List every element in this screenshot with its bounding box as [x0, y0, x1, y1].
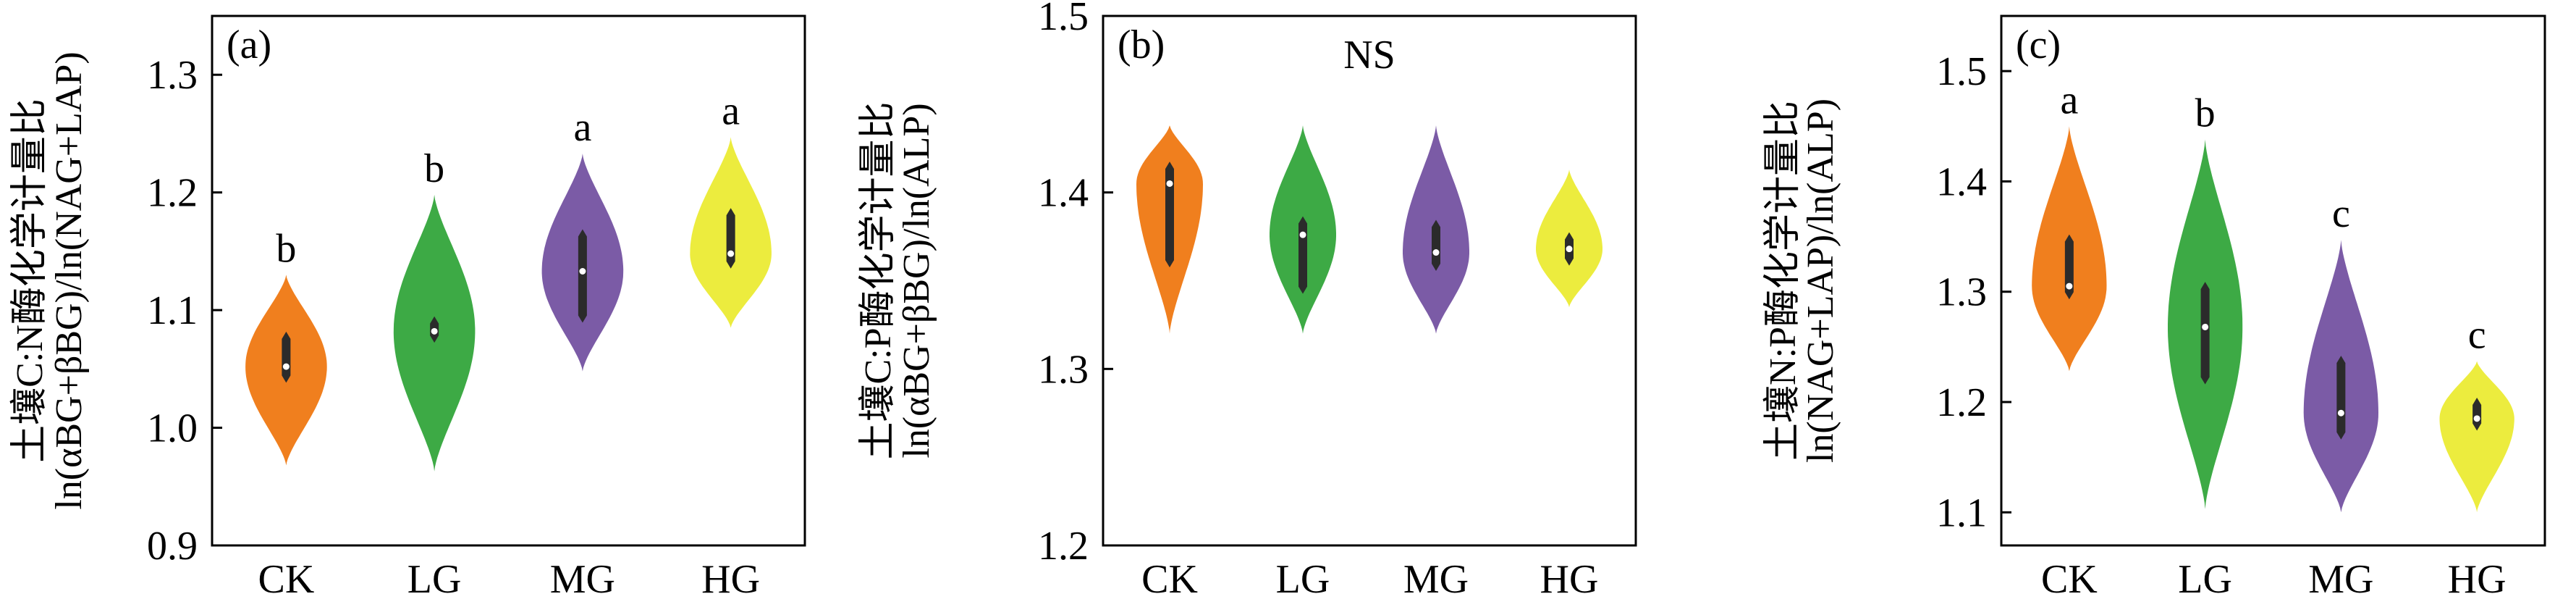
iqr-box: [726, 208, 735, 269]
violin-hg: [2439, 361, 2514, 513]
y-tick-label: 1.3: [147, 53, 198, 98]
panel-label: (b): [1118, 22, 1165, 67]
y-tick-label: 1.4: [1936, 159, 1987, 204]
iqr-box: [1298, 216, 1307, 294]
y-tick-label: 0.9: [147, 524, 198, 569]
x-tick-label: HG: [1540, 557, 1599, 602]
median-point: [2202, 323, 2209, 330]
y-tick-label: 1.5: [1936, 49, 1987, 94]
x-tick-label: MG: [2308, 557, 2373, 602]
plot-frame: [2000, 14, 2546, 547]
x-tick-label: CK: [258, 557, 314, 602]
median-point: [282, 363, 290, 370]
y-tick-label: 1.3: [1936, 270, 1987, 315]
significance-letter: b: [424, 146, 444, 191]
y-axis-label-line2: ln(αBG+βBG)/ln(NAG+LAP): [48, 51, 90, 509]
y-tick-label: 1.0: [147, 406, 198, 451]
median-point: [2473, 415, 2480, 422]
y-tick-label: 1.5: [1038, 0, 1089, 39]
y-tick-label: 1.2: [1936, 380, 1987, 425]
significance-letter: c: [2332, 191, 2350, 236]
iqr-box: [1165, 162, 1174, 268]
median-point: [2066, 282, 2073, 290]
panel-c: 1.1 1.2 1.3 1.4 1.5 CK LG MG HG a b c c (c) 土壤N:P酶化学计量…: [1762, 14, 2546, 602]
x-tick-label: MG: [1403, 557, 1469, 602]
y-axis-label-line2: ln(NAG+LAP)/ln(ALP): [1800, 99, 1841, 463]
iqr-box: [2064, 234, 2074, 300]
y-tick-label: 1.1: [1936, 490, 1987, 535]
x-tick-label: MG: [550, 557, 615, 602]
x-tick-label: LG: [1276, 557, 1330, 602]
iqr-box: [2200, 282, 2210, 385]
iqr-box: [2336, 356, 2346, 440]
y-tick-label: 1.4: [1038, 171, 1089, 216]
x-tick-label: LG: [407, 557, 462, 602]
significance-letter: a: [573, 105, 591, 150]
median-point: [431, 327, 438, 335]
iqr-box: [1432, 219, 1440, 272]
median-point: [1166, 180, 1173, 187]
panel-label: (c): [2016, 22, 2061, 67]
median-point: [1432, 249, 1440, 256]
significance-letter: a: [722, 88, 740, 133]
y-axis-label-line2: ln(αBG+βBG)/ln(ALP): [896, 103, 937, 458]
panel-b: 1.2 1.3 1.4 1.5 CK LG MG HG (b) NS 土壤C:P酶化学计量比ln(α…: [858, 0, 1637, 602]
x-tick-label: HG: [2448, 557, 2507, 602]
significance-letter: c: [2468, 313, 2486, 358]
y-axis-label-line1: 土壤C:P酶化学计量比: [858, 101, 899, 459]
panel-label: (a): [227, 22, 271, 67]
median-point: [727, 250, 735, 257]
x-tick-label: CK: [1141, 557, 1198, 602]
median-point: [579, 268, 586, 275]
annotation-ns: NS: [1343, 33, 1395, 78]
median-point: [1566, 246, 1573, 253]
plot-frame: [1102, 14, 1637, 547]
iqr-box: [282, 331, 291, 383]
y-tick-label: 1.2: [1038, 524, 1089, 569]
iqr-box: [2472, 398, 2482, 431]
significance-letter: b: [2195, 91, 2216, 136]
iqr-box: [578, 229, 587, 323]
median-point: [2337, 409, 2344, 416]
median-point: [1299, 231, 1306, 238]
x-tick-label: CK: [2041, 557, 2098, 602]
significance-letter: b: [276, 226, 296, 271]
y-axis-label-line1: 土壤C:N酶化学计量比: [9, 99, 51, 463]
plot-frame: [211, 14, 806, 547]
x-tick-label: HG: [701, 557, 760, 602]
y-tick-label: 1.3: [1038, 347, 1089, 392]
x-tick-label: LG: [2178, 557, 2232, 602]
significance-letter: a: [2060, 78, 2078, 122]
y-tick-label: 1.1: [147, 288, 198, 333]
y-axis-label-line1: 土壤N:P酶化学计量比: [1762, 101, 1804, 461]
y-tick-label: 1.2: [147, 171, 198, 216]
panel-a: 0.9 1.0 1.1 1.2 1.3 CK LG MG HG b b a a (a) 土壤C:N酶化学计量…: [9, 14, 806, 602]
